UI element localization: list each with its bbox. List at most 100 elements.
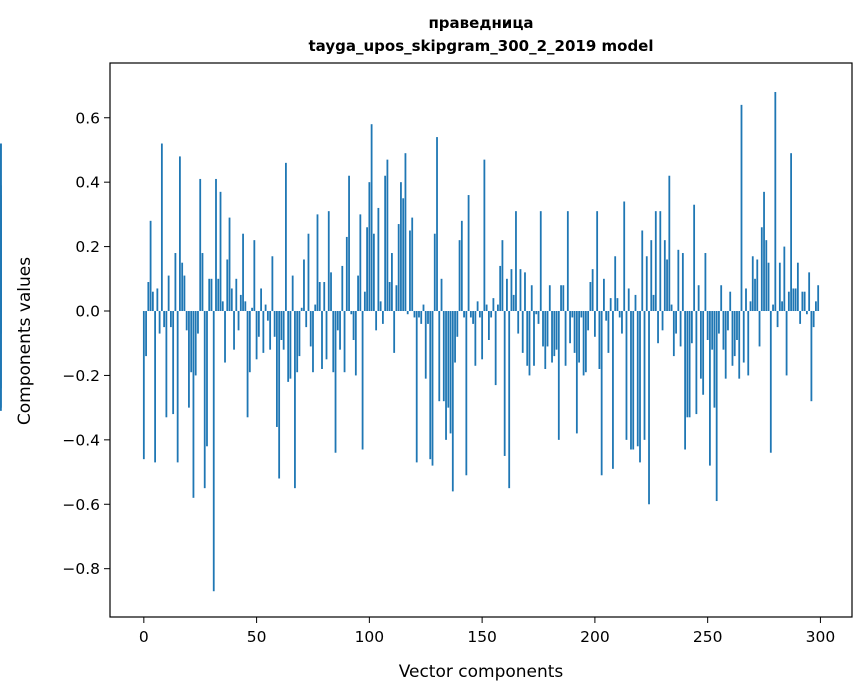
y-tick-label: −0.6 — [62, 496, 100, 514]
bar-262 — [733, 311, 736, 357]
y-axis: 0.6 0.4 0.2 0.0 −0.2 −0.4 −0.6 −0.8 — [62, 109, 110, 578]
x-tick-label: 250 — [693, 628, 723, 646]
bar-252 — [711, 311, 714, 350]
y-tick-label: 0.0 — [75, 303, 100, 321]
bar-88 — [341, 265, 344, 312]
bar-274 — [760, 227, 763, 312]
bar-207 — [609, 298, 612, 312]
bar-15 — [176, 311, 179, 463]
bar-14 — [174, 253, 177, 312]
bar-170 — [526, 311, 529, 366]
bar-245 — [695, 311, 698, 415]
bar-45 — [244, 301, 247, 312]
bar-234 — [670, 304, 673, 312]
bar-103 — [375, 311, 378, 331]
bar-204 — [603, 278, 605, 312]
bar-39 — [230, 288, 233, 312]
bar-263 — [736, 311, 738, 340]
bar-242 — [688, 311, 691, 418]
bar-54 — [264, 304, 267, 312]
bar-126 — [427, 311, 429, 324]
bar-261 — [731, 311, 734, 366]
x-axis-label: Vector components — [399, 662, 564, 682]
bar-193 — [578, 311, 580, 363]
bar-270 — [751, 256, 754, 312]
bar-40 — [233, 311, 235, 350]
bar-114 — [400, 182, 402, 312]
bar-91 — [348, 175, 350, 312]
bar-120 — [413, 311, 416, 318]
x-tick-label: 200 — [580, 628, 610, 646]
bar-31 — [212, 311, 215, 592]
bar-143 — [465, 311, 468, 476]
bar-250 — [706, 311, 709, 340]
bar-41 — [235, 278, 238, 312]
bar-107 — [384, 175, 387, 312]
bar-53 — [262, 311, 265, 353]
bar-220 — [639, 311, 641, 463]
bar-110 — [391, 253, 393, 312]
bar-169 — [524, 272, 526, 312]
bar-238 — [679, 311, 682, 347]
bar-214 — [625, 311, 628, 440]
bar-30 — [210, 278, 213, 312]
bar-46 — [246, 311, 249, 418]
bar-192 — [575, 311, 578, 434]
bar-37 — [226, 259, 229, 312]
bar-260 — [729, 291, 732, 312]
bar-43 — [239, 294, 242, 312]
bar-202 — [598, 311, 601, 369]
bar-76 — [314, 304, 317, 312]
bar-78 — [318, 282, 321, 312]
bar-210 — [616, 298, 619, 312]
bar-79 — [321, 311, 323, 369]
bar-104 — [377, 207, 380, 312]
bar-132 — [440, 278, 443, 312]
bar-213 — [623, 201, 626, 312]
bar-155 — [492, 298, 495, 312]
bar-273 — [758, 311, 761, 347]
bar-230 — [661, 311, 664, 331]
bar-208 — [612, 311, 614, 469]
bar-121 — [415, 311, 418, 463]
bar-19 — [185, 311, 188, 331]
bar-38 — [228, 217, 231, 312]
bar-279 — [772, 304, 774, 312]
bar-259 — [727, 311, 729, 331]
bar-191 — [573, 311, 576, 353]
bar-200 — [593, 311, 596, 337]
bar-258 — [724, 311, 727, 379]
bar-92 — [350, 311, 353, 315]
bar-26 — [201, 253, 204, 312]
bar-61 — [280, 311, 283, 340]
bar-243 — [690, 311, 693, 344]
bar-280 — [774, 91, 777, 312]
bar-127 — [429, 311, 432, 460]
bar-233 — [668, 175, 671, 312]
bar-56 — [269, 311, 272, 350]
bar-151 — [483, 159, 486, 312]
bar-112 — [395, 285, 398, 312]
bar-113 — [397, 224, 400, 312]
bar-124 — [422, 304, 425, 312]
bar-267 — [745, 288, 747, 312]
bar-13 — [172, 311, 175, 415]
bar-62 — [282, 311, 285, 350]
bar-152 — [485, 304, 488, 312]
bar-34 — [219, 191, 222, 312]
bar-197 — [587, 311, 590, 331]
bar-16 — [179, 156, 181, 312]
bar-73 — [307, 233, 310, 312]
bar-222 — [643, 311, 646, 440]
bar-5 — [154, 311, 156, 463]
bars-group — [0, 91, 820, 592]
x-axis: 0 50 100 150 200 250 300 — [139, 617, 835, 646]
bar-291 — [799, 311, 802, 324]
bar-223 — [645, 256, 648, 312]
bar-25 — [199, 178, 202, 312]
bar-105 — [379, 301, 382, 312]
bar-119 — [411, 217, 414, 312]
bar-57 — [271, 256, 274, 312]
bar-276 — [765, 240, 768, 312]
x-tick-label: 150 — [467, 628, 497, 646]
